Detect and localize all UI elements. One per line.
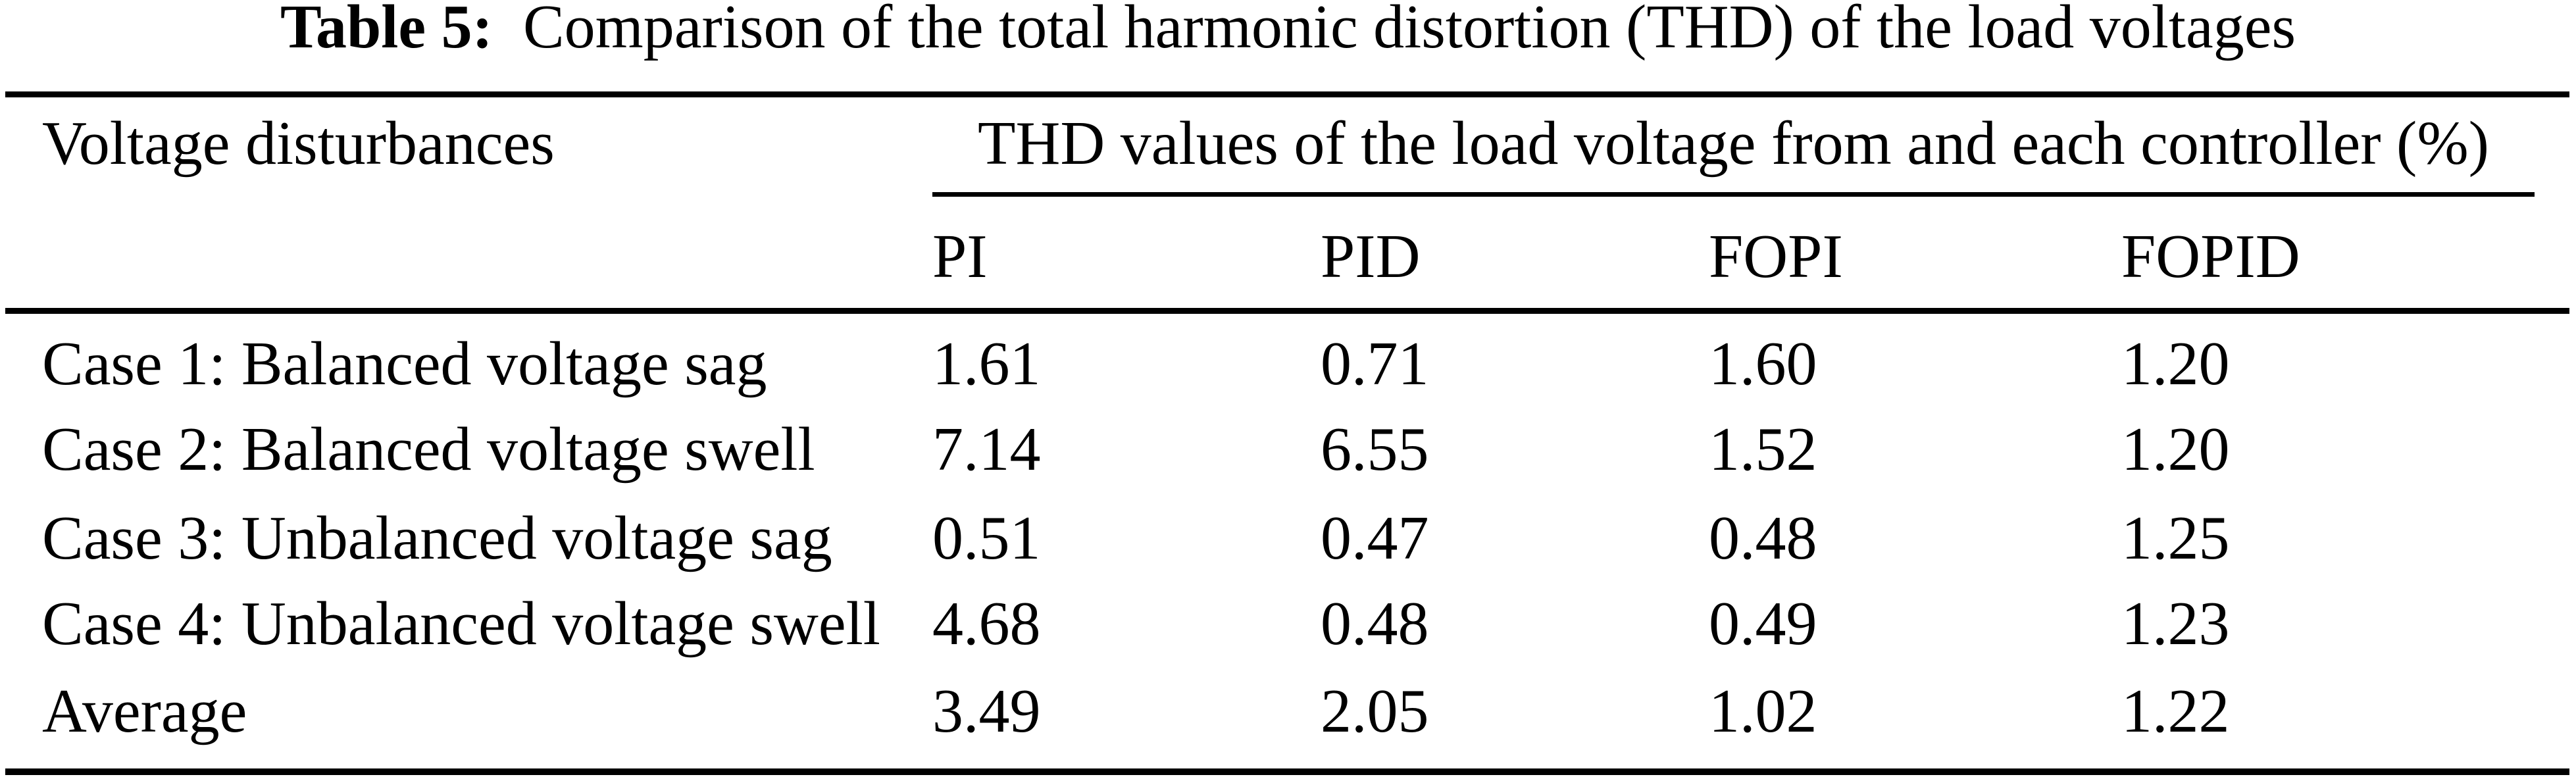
cell-value: 4.68 bbox=[932, 590, 1041, 658]
span-header-rule bbox=[932, 192, 2535, 197]
span-header: THD values of the load voltage from and … bbox=[978, 109, 2489, 178]
table-bottom-rule bbox=[5, 768, 2569, 775]
table-row: Case 4: Unbalanced voltage swell 4.68 0.… bbox=[0, 593, 2576, 668]
cell-value: 0.48 bbox=[1709, 504, 1817, 572]
cell-value: 1.61 bbox=[932, 330, 1041, 398]
table-row: Case 3: Unbalanced voltage sag 0.51 0.47… bbox=[0, 507, 2576, 583]
cell-value: 1.20 bbox=[2121, 415, 2230, 484]
cell-value: 1.22 bbox=[2121, 677, 2230, 745]
cell-value: 3.49 bbox=[932, 677, 1041, 745]
cell-value: 0.48 bbox=[1321, 590, 1429, 658]
cell-value: 0.51 bbox=[932, 504, 1041, 572]
cell-value: 7.14 bbox=[932, 415, 1041, 484]
caption-label: Table 5: bbox=[280, 0, 493, 61]
table-row: Case 2: Balanced voltage swell 7.14 6.55… bbox=[0, 418, 2576, 494]
cell-value: 0.47 bbox=[1321, 504, 1429, 572]
column-header-pid: PID bbox=[1321, 222, 1421, 291]
cell-value: 1.23 bbox=[2121, 590, 2230, 658]
column-header-pi: PI bbox=[932, 222, 988, 291]
stub-header: Voltage disturbances bbox=[42, 109, 555, 178]
column-header-fopi: FOPI bbox=[1709, 222, 1843, 291]
cell-value: 2.05 bbox=[1321, 677, 1429, 745]
header-separator-rule bbox=[5, 308, 2569, 314]
table-header-row-columns: PI PID FOPI FOPID bbox=[0, 226, 2576, 301]
cell-value: 6.55 bbox=[1321, 415, 1429, 484]
cell-value: 0.49 bbox=[1709, 590, 1817, 658]
table-top-rule bbox=[5, 91, 2569, 97]
cell-value: 1.25 bbox=[2121, 504, 2230, 572]
table-row: Average 3.49 2.05 1.02 1.22 bbox=[0, 680, 2576, 756]
row-label: Average bbox=[42, 677, 247, 745]
row-label: Case 1: Balanced voltage sag bbox=[42, 330, 767, 398]
table-row: Case 1: Balanced voltage sag 1.61 0.71 1… bbox=[0, 333, 2576, 409]
column-header-fopid: FOPID bbox=[2121, 222, 2300, 291]
cell-value: 1.60 bbox=[1709, 330, 1817, 398]
table-header-row-group: Voltage disturbances THD values of the l… bbox=[0, 113, 2576, 188]
cell-value: 1.52 bbox=[1709, 415, 1817, 484]
row-label: Case 2: Balanced voltage swell bbox=[42, 415, 815, 484]
table-caption: Table 5: Comparison of the total harmonic… bbox=[0, 0, 2576, 58]
cell-value: 1.20 bbox=[2121, 330, 2230, 398]
cell-value: 0.71 bbox=[1321, 330, 1429, 398]
cell-value: 1.02 bbox=[1709, 677, 1817, 745]
row-label: Case 3: Unbalanced voltage sag bbox=[42, 504, 832, 572]
row-label: Case 4: Unbalanced voltage swell bbox=[42, 590, 880, 658]
caption-text: Comparison of the total harmonic distort… bbox=[522, 0, 2296, 61]
